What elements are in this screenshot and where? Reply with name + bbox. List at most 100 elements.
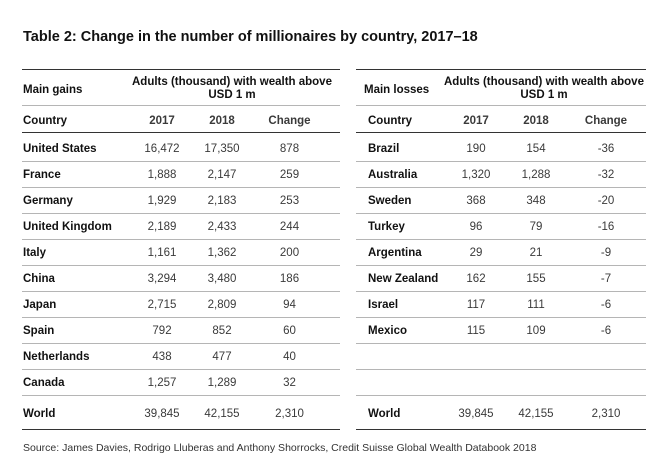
value-cell: 1,362 [207, 247, 237, 259]
gains-col-2018: 2018 [209, 115, 235, 127]
value-cell: 1,161 [147, 247, 177, 259]
value-cell: 792 [152, 325, 172, 337]
value-cell: 3,294 [147, 273, 177, 285]
row-divider [356, 187, 646, 188]
value-cell: 40 [283, 351, 296, 363]
value-cell: 244 [279, 221, 300, 233]
value-cell: 94 [283, 299, 296, 311]
gains-section-label: Main gains [23, 84, 83, 96]
value-cell: 477 [212, 351, 232, 363]
world-value: 42,155 [204, 408, 240, 420]
value-cell: 29 [469, 247, 483, 259]
country-name: Japan [23, 299, 57, 311]
country-name: Israel [368, 299, 399, 311]
value-cell: 852 [212, 325, 232, 337]
row-divider [22, 291, 340, 292]
row-divider [356, 239, 646, 240]
world-label: World [23, 408, 56, 420]
row-divider [22, 395, 340, 396]
row-divider [356, 213, 646, 214]
row-divider [22, 161, 340, 162]
losses-col-2018: 2018 [523, 115, 549, 127]
gains-col-country: Country [23, 115, 68, 127]
value-cell: 32 [283, 377, 296, 389]
world-value: 2,310 [591, 408, 621, 420]
value-cell: 115 [466, 325, 486, 337]
value-cell: 60 [283, 325, 296, 337]
country-name: Australia [368, 169, 418, 181]
country-name: New Zealand [368, 273, 439, 285]
value-cell: 438 [152, 351, 172, 363]
bottom-rule [356, 429, 646, 430]
country-name: Spain [23, 325, 55, 337]
row-divider [356, 161, 646, 162]
source-note: Source: James Davies, Rodrigo Lluberas a… [23, 442, 537, 454]
value-cell: 79 [529, 221, 543, 233]
header-divider [22, 105, 340, 106]
value-cell: -6 [600, 325, 612, 337]
value-cell: -36 [597, 143, 615, 155]
losses-col-2017: 2017 [463, 115, 489, 127]
country-name: China [23, 273, 55, 285]
value-cell: 2,147 [207, 169, 237, 181]
value-cell: 2,189 [147, 221, 177, 233]
value-cell: 1,929 [147, 195, 177, 207]
row-divider [22, 343, 340, 344]
row-divider [356, 369, 646, 370]
value-cell: 2,715 [147, 299, 177, 311]
value-cell: 109 [526, 325, 546, 337]
table-title: Table 2: Change in the number of million… [23, 29, 478, 45]
losses-col-country: Country [368, 115, 413, 127]
losses-section-label: Main losses [364, 84, 430, 96]
value-cell: -32 [597, 169, 615, 181]
country-name: Canada [23, 377, 65, 389]
value-cell: 96 [469, 221, 483, 233]
world-value: 39,845 [144, 408, 180, 420]
value-cell: 111 [527, 299, 545, 311]
losses-col-change: Change [584, 115, 628, 127]
row-divider [356, 291, 646, 292]
losses-wealth-header: Adults (thousand) with wealth above USD … [444, 76, 644, 101]
value-cell: -16 [597, 221, 615, 233]
country-name: Argentina [368, 247, 422, 259]
row-divider [356, 265, 646, 266]
row-divider [22, 317, 340, 318]
gains-col-change: Change [268, 115, 311, 127]
value-cell: 190 [466, 143, 486, 155]
row-divider [356, 317, 646, 318]
country-name: United States [23, 143, 97, 155]
value-cell: 368 [466, 195, 486, 207]
value-cell: 2,433 [207, 221, 237, 233]
row-divider [356, 395, 646, 396]
value-cell: -7 [600, 273, 612, 285]
value-cell: 17,350 [204, 143, 240, 155]
country-name: Netherlands [23, 351, 90, 363]
value-cell: 1,288 [521, 169, 551, 181]
country-name: France [23, 169, 61, 181]
row-divider [356, 343, 646, 344]
gains-col-2017: 2017 [149, 115, 175, 127]
value-cell: 259 [279, 169, 300, 181]
world-value: 42,155 [518, 408, 554, 420]
value-cell: 21 [529, 247, 543, 259]
value-cell: -6 [600, 299, 612, 311]
value-cell: 155 [526, 273, 546, 285]
value-cell: 253 [279, 195, 300, 207]
row-divider [22, 187, 340, 188]
column-header-rule [356, 132, 646, 133]
world-value: 39,845 [458, 408, 494, 420]
gains-wealth-header: Adults (thousand) with wealth above USD … [132, 76, 332, 101]
value-cell: 1,289 [207, 377, 237, 389]
country-name: Sweden [368, 195, 412, 207]
value-cell: 348 [526, 195, 546, 207]
value-cell: 1,320 [461, 169, 491, 181]
row-divider [22, 239, 340, 240]
country-name: Germany [23, 195, 73, 207]
country-name: Turkey [368, 221, 405, 233]
value-cell: -20 [597, 195, 615, 207]
country-name: Italy [23, 247, 47, 259]
row-divider [22, 265, 340, 266]
wealth-header-rule [126, 69, 340, 70]
header-divider [356, 105, 646, 106]
world-value: 2,310 [275, 408, 304, 420]
